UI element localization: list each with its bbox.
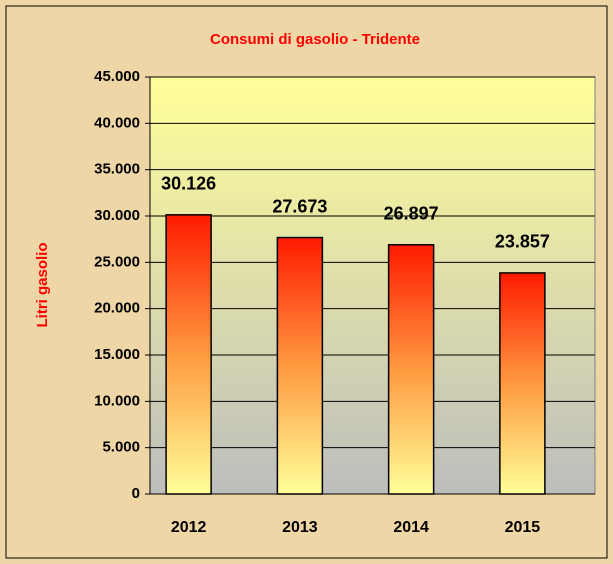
y-tick-label: 40.000: [94, 114, 140, 131]
value-label: 27.673: [272, 196, 327, 216]
x-tick-label: 2015: [505, 519, 541, 536]
bar: [276, 236, 324, 495]
y-tick-label: 10.000: [94, 392, 140, 409]
bar: [165, 214, 212, 495]
y-tick-label: 30.000: [94, 207, 140, 224]
x-tick-label: 2012: [171, 519, 207, 536]
x-tick-label: 2014: [393, 519, 429, 536]
y-axis-label: Litri gasolio: [34, 242, 51, 327]
bar: [499, 272, 546, 495]
value-label: 26.897: [384, 204, 439, 224]
y-tick-label: 25.000: [94, 253, 140, 270]
y-tick-label: 5.000: [102, 439, 140, 456]
y-tick-label: 45.000: [94, 68, 140, 85]
y-tick-label: 20.000: [94, 300, 140, 317]
y-tick-label: 15.000: [94, 346, 140, 363]
y-tick-label: 35.000: [94, 161, 140, 178]
frame: [5, 5, 608, 559]
x-tick-label: 2013: [282, 519, 318, 536]
y-tick-label: 0: [132, 485, 140, 502]
value-label: 23.857: [495, 232, 550, 252]
value-label: 30.126: [161, 174, 216, 194]
chart-title: Consumi di gasolio - Tridente: [210, 31, 420, 48]
bar: [387, 244, 435, 495]
